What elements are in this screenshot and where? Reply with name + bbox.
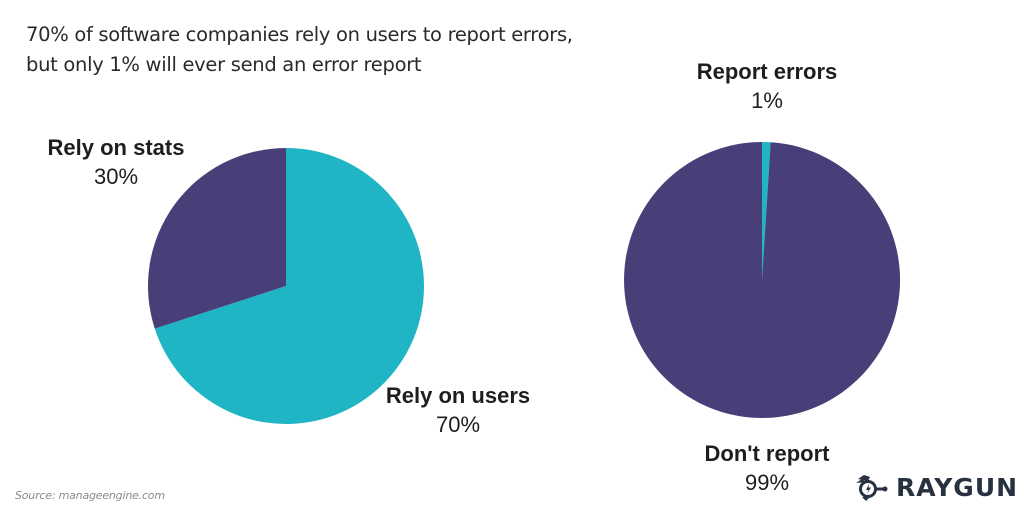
- pie-slice-rely-on-users: [154, 148, 424, 424]
- pie-slice-report-errors: [762, 142, 771, 280]
- title-line-1: 70% of software companies rely on users …: [26, 23, 573, 46]
- label-report-errors: Report errors 1%: [696, 59, 838, 113]
- raygun-logo-text: RAYGUN: [896, 473, 1019, 502]
- pie-slice-dont-report: [624, 142, 900, 418]
- chart-title: 70% of software companies rely on users …: [26, 20, 573, 80]
- left-pie-chart: [148, 148, 424, 424]
- label-rely-on-stats: Rely on stats 30%: [47, 135, 185, 189]
- raygun-logo: RAYGUN: [854, 470, 1018, 506]
- label-rely-on-users: Rely on users 70%: [385, 383, 531, 437]
- label-dont-report: Don't report 99%: [704, 441, 830, 495]
- raygun-logo-icon: [856, 475, 888, 501]
- right-pie-chart: [624, 142, 900, 418]
- pie-slice-rely-on-stats: [148, 148, 286, 329]
- title-line-2: but only 1% will ever send an error repo…: [26, 53, 422, 76]
- source-note: Source: manageengine.com: [15, 489, 165, 502]
